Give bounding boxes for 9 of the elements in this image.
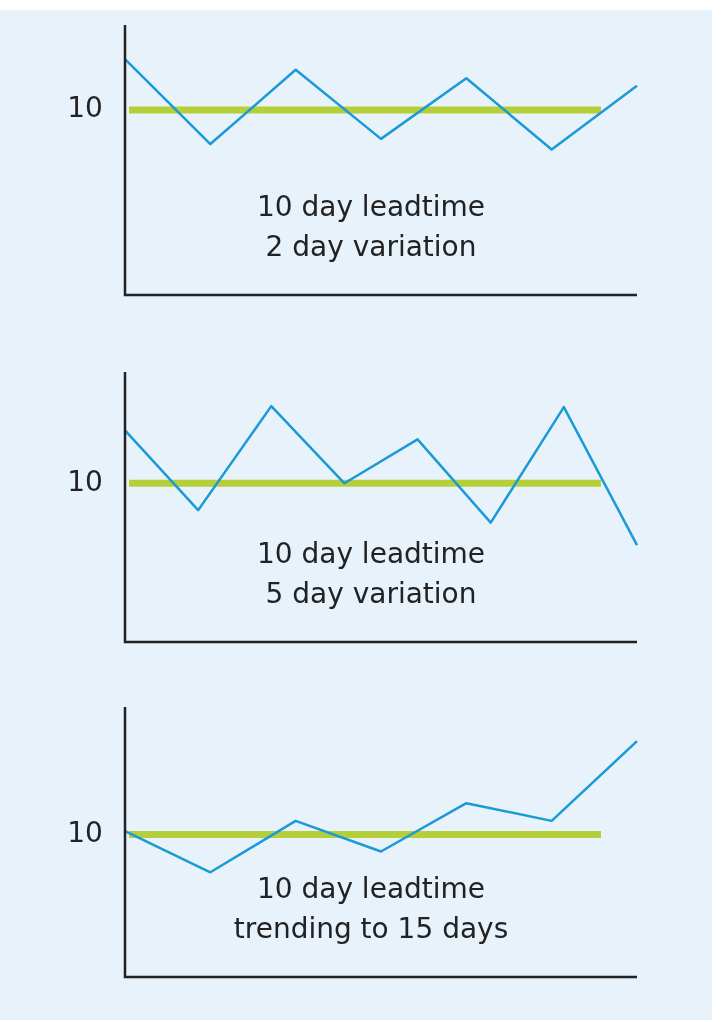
annotation: trending to 15 days bbox=[233, 912, 509, 946]
annotation: 10 day leadtime bbox=[256, 872, 486, 906]
text: 10 bbox=[67, 91, 103, 125]
annotation: 10 day leadtime bbox=[256, 537, 486, 571]
annotation: 10 day leadtime bbox=[256, 190, 486, 224]
annotation: 2 day variation bbox=[265, 230, 477, 264]
text: 10 bbox=[67, 464, 103, 498]
annotation: 5 day variation bbox=[265, 577, 477, 611]
text: 10 bbox=[67, 815, 103, 849]
